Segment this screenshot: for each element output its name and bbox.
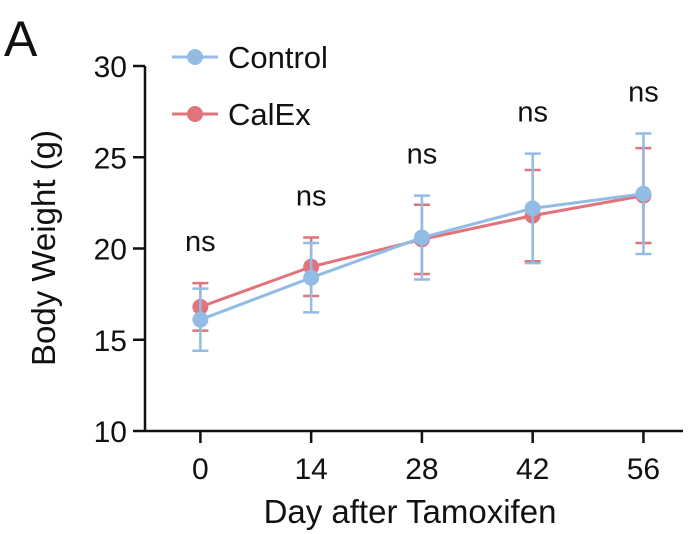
y-axis-title: Body Weight (g) bbox=[25, 130, 62, 366]
y-tick-label: 15 bbox=[94, 325, 127, 358]
legend-label: Control bbox=[228, 40, 328, 75]
legend: Control CalEx bbox=[172, 40, 328, 132]
y-tick-label: 30 bbox=[94, 51, 127, 84]
legend-item-control: Control bbox=[172, 40, 328, 75]
y-tick-label: 10 bbox=[94, 416, 127, 449]
x-tick-label: 42 bbox=[516, 453, 549, 486]
significance-label: ns bbox=[628, 77, 659, 109]
y-tick-label: 25 bbox=[94, 142, 127, 175]
y-tick-label: 20 bbox=[94, 234, 127, 267]
significance-label: ns bbox=[407, 139, 438, 171]
x-tick-label: 14 bbox=[294, 453, 327, 486]
legend-item-calex: CalEx bbox=[172, 97, 311, 132]
data-point bbox=[192, 311, 209, 328]
legend-marker bbox=[187, 49, 203, 65]
data-point bbox=[635, 185, 652, 202]
data-point bbox=[524, 200, 541, 217]
x-tick-label: 56 bbox=[627, 453, 660, 486]
significance-label: ns bbox=[517, 97, 548, 129]
significance-label: ns bbox=[296, 181, 327, 213]
data-point bbox=[413, 229, 430, 246]
significance-label: ns bbox=[185, 226, 216, 258]
series-layer bbox=[192, 132, 652, 352]
panel-label: A bbox=[4, 11, 38, 67]
x-tick-label: 28 bbox=[405, 453, 438, 486]
axes bbox=[143, 66, 683, 433]
x-ticks: 0 14 28 42 56 bbox=[192, 431, 660, 486]
legend-label: CalEx bbox=[228, 97, 311, 132]
significance-labels: ns ns ns ns ns bbox=[185, 77, 659, 259]
y-ticks: 10 15 20 25 30 bbox=[94, 51, 145, 449]
x-tick-label: 0 bbox=[192, 453, 209, 486]
data-point bbox=[303, 269, 320, 286]
x-axis-title: Day after Tamoxifen bbox=[264, 493, 557, 530]
series-control bbox=[192, 132, 652, 352]
legend-marker bbox=[187, 106, 203, 122]
